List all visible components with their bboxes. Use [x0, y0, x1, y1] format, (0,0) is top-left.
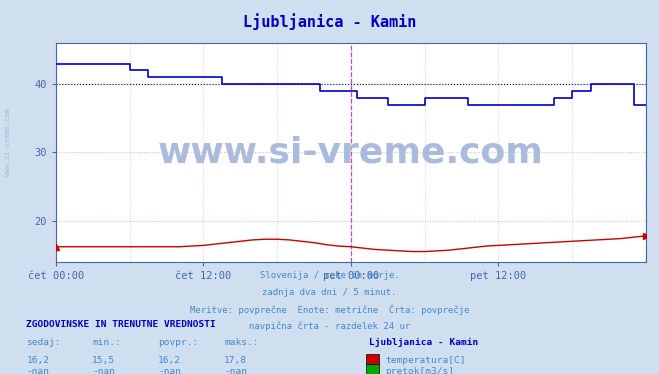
Text: sedaj:: sedaj: [26, 338, 61, 347]
Text: povpr.:: povpr.: [158, 338, 198, 347]
Text: min.:: min.: [92, 338, 121, 347]
Text: pretok[m3/s]: pretok[m3/s] [386, 367, 455, 374]
Text: -nan: -nan [26, 367, 49, 374]
Text: www.si-vreme.com: www.si-vreme.com [158, 135, 544, 169]
Text: 17,8: 17,8 [224, 356, 247, 365]
Text: 16,2: 16,2 [158, 356, 181, 365]
Text: Ljubljanica - Kamin: Ljubljanica - Kamin [369, 338, 478, 347]
Text: Ljubljanica - Kamin: Ljubljanica - Kamin [243, 13, 416, 30]
Text: Meritve: povprečne  Enote: metrične  Črta: povprečje: Meritve: povprečne Enote: metrične Črta:… [190, 305, 469, 315]
Text: -nan: -nan [224, 367, 247, 374]
Text: 16,2: 16,2 [26, 356, 49, 365]
Text: zadnja dva dni / 5 minut.: zadnja dva dni / 5 minut. [262, 288, 397, 297]
Text: 15,5: 15,5 [92, 356, 115, 365]
Text: ZGODOVINSKE IN TRENUTNE VREDNOSTI: ZGODOVINSKE IN TRENUTNE VREDNOSTI [26, 320, 216, 329]
Text: -nan: -nan [158, 367, 181, 374]
Text: Slovenija / reke in morje.: Slovenija / reke in morje. [260, 271, 399, 280]
Text: navpična črta - razdelek 24 ur: navpična črta - razdelek 24 ur [249, 322, 410, 331]
Text: maks.:: maks.: [224, 338, 258, 347]
Text: temperatura[C]: temperatura[C] [386, 356, 466, 365]
Text: -nan: -nan [92, 367, 115, 374]
Text: www.si-vreme.com: www.si-vreme.com [5, 108, 11, 176]
